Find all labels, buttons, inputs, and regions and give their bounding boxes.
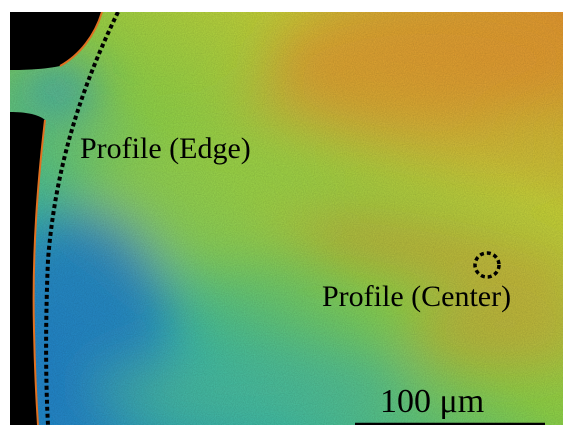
edge-label: Profile (Edge) [80,132,251,165]
page: Profile (Edge) Profile (Center) 100 μm (… [0,0,573,433]
scale-bar-label: 100 μm [380,383,484,420]
center-label: Profile (Center) [322,280,511,313]
image [0,0,573,433]
micrograph: Profile (Edge) Profile (Center) 100 μm [0,0,573,433]
